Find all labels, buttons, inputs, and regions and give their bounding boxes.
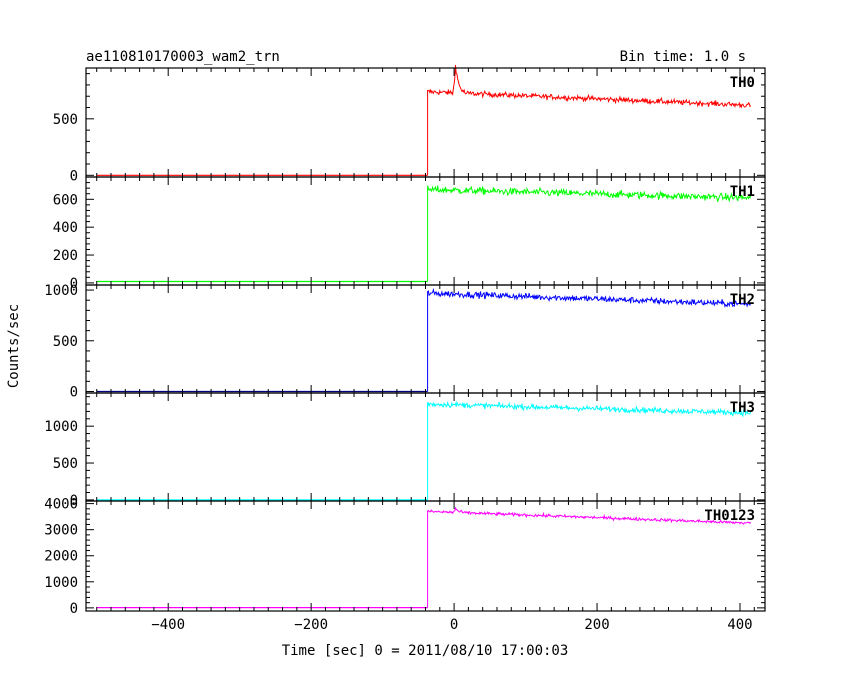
series-line-th1 — [427, 185, 752, 282]
panel-th0123: 0 1000 2000 3000 4000 TH0123 — [44, 497, 766, 617]
y-tick-label: 0 — [70, 384, 78, 400]
panel-th0: 0 500 TH0 — [53, 64, 766, 184]
panel-label-th1: TH1 — [730, 184, 755, 200]
y-tick-label: 4000 — [44, 497, 78, 513]
panel-frame — [85, 176, 766, 286]
y-tick-label: 600 — [53, 192, 78, 208]
panel-label-th0: TH0 — [730, 75, 755, 91]
panel-frame — [85, 67, 766, 178]
x-axis-label: Time [sec] 0 = 2011/08/10 17:00:03 — [282, 643, 569, 659]
y-tick-label: 0 — [70, 493, 78, 509]
panel-label-th0123: TH0123 — [704, 508, 755, 524]
panel-frame — [85, 392, 766, 502]
panel-th2: 0 500 1000 TH2 — [44, 283, 766, 400]
panel-th3: 0 500 1000 TH3 — [44, 392, 766, 509]
x-tick-label: 0 — [450, 617, 458, 633]
y-axis-label: Counts/sec — [6, 304, 22, 388]
y-tick-label: 1000 — [44, 419, 78, 435]
y-tick-label: 0 — [70, 276, 78, 292]
y-tick-label: 500 — [53, 112, 78, 128]
panel-label-th3: TH3 — [730, 400, 755, 416]
x-tick-label: −400 — [151, 617, 185, 633]
series-line-th3 — [427, 400, 752, 500]
x-tick-label: 400 — [727, 617, 752, 633]
y-tick-label: 1000 — [44, 575, 78, 591]
y-tick-label: 2000 — [44, 549, 78, 565]
panel-th1: 0 200 400 600 TH1 — [53, 176, 766, 292]
x-ticks — [96, 177, 755, 285]
y-ticks — [86, 396, 765, 501]
x-ticks — [96, 501, 755, 611]
plot-title: ae110810170003_wam2_trn — [86, 49, 280, 65]
panel-label-th2: TH2 — [730, 292, 755, 308]
y-ticks — [86, 289, 765, 392]
panels-group: 0 500 TH0 0 200 400 600 TH1 0 500 1000 TH2 0 500 1000 T… — [44, 64, 766, 633]
panel-frame — [85, 500, 766, 612]
x-ticks — [96, 68, 755, 177]
series-line-th0 — [427, 64, 752, 176]
y-tick-label: 0 — [70, 601, 78, 617]
x-ticks — [96, 393, 755, 501]
x-ticks — [96, 285, 755, 393]
y-tick-label: 1000 — [44, 283, 78, 299]
x-tick-label: −200 — [294, 617, 328, 633]
y-ticks — [86, 73, 765, 176]
y-tick-label: 500 — [53, 334, 78, 350]
y-tick-label: 400 — [53, 220, 78, 236]
bin-time-label: Bin time: 1.0 s — [620, 49, 746, 65]
x-tick-labels: −400 −200 0 200 400 — [151, 617, 752, 633]
y-tick-label: 3000 — [44, 523, 78, 539]
series-line-th2 — [427, 287, 751, 392]
y-ticks — [86, 176, 765, 284]
y-tick-label: 500 — [53, 456, 78, 472]
y-tick-label: 200 — [53, 248, 78, 264]
x-tick-label: 200 — [584, 617, 609, 633]
series-line-th0123 — [427, 506, 752, 608]
y-tick-label: 0 — [70, 168, 78, 184]
y-ticks — [86, 503, 765, 609]
